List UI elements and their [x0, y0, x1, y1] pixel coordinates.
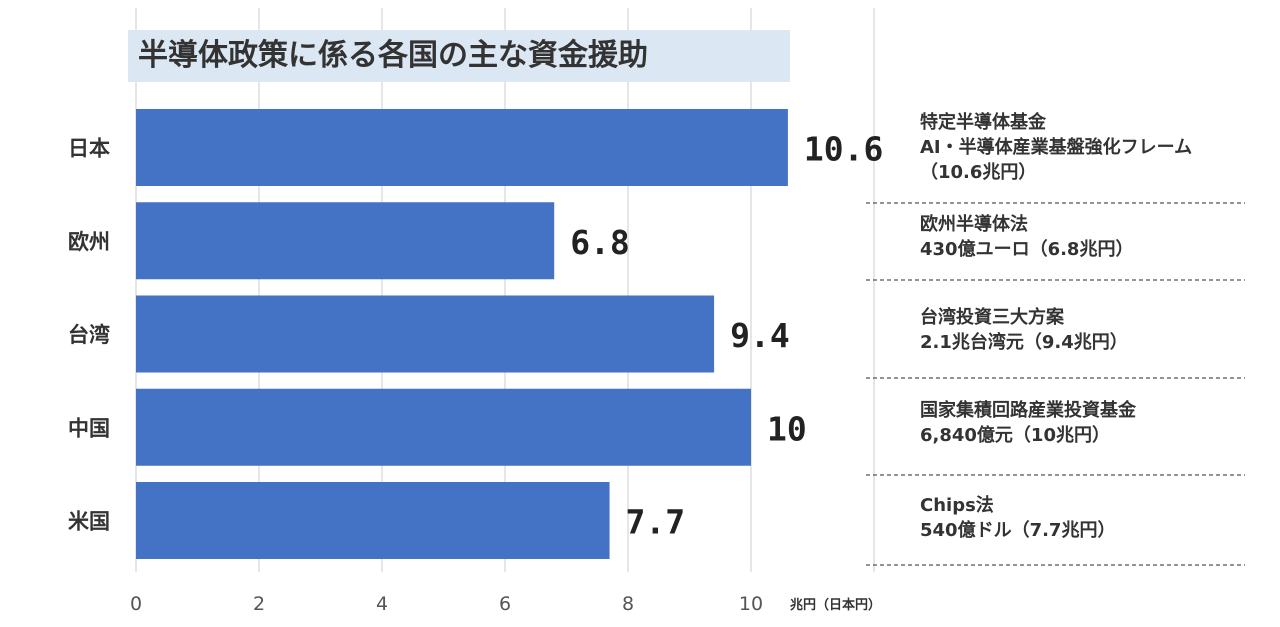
policy-description-line: 430億ユーロ（6.8兆円）: [920, 239, 1134, 260]
policy-description-line: 特定半導体基金: [920, 112, 1046, 133]
category-label: 欧州: [68, 230, 110, 254]
data-label: 10: [767, 409, 807, 448]
policy-description-line: AI・半導体産業基盤強化フレーム: [920, 137, 1193, 158]
bar: [136, 388, 751, 466]
bar: [136, 482, 610, 559]
category-label: 日本: [68, 137, 110, 161]
policy-description: 国家集積回路産業投資基金 6,840億元（10兆円）: [920, 398, 1136, 448]
x-tick-label: 10: [739, 593, 763, 615]
policy-description-line: 欧州半導体法: [920, 214, 1028, 235]
policy-description: 欧州半導体法 430億ユーロ（6.8兆円）: [920, 212, 1133, 262]
category-label: 台湾: [68, 323, 110, 347]
x-tick-label: 6: [499, 593, 511, 615]
policy-description-line: Chips法: [920, 495, 994, 516]
data-label: 10.6: [804, 130, 883, 169]
policy-description-line: 台湾投資三大方案: [920, 307, 1064, 328]
category-label: 米国: [68, 510, 110, 534]
chart-title: 半導体政策に係る各国の主な資金援助: [138, 38, 648, 73]
x-tick-label: 4: [376, 593, 388, 615]
category-label: 中国: [68, 416, 110, 440]
policy-description: Chips法 540億ドル（7.7兆円）: [920, 493, 1115, 543]
x-axis-label: 兆円（日本円）: [790, 597, 881, 613]
policy-description: 台湾投資三大方案 2.1兆台湾元（9.4兆円）: [920, 305, 1128, 355]
policy-description: 特定半導体基金 AI・半導体産業基盤強化フレーム （10.6兆円）: [920, 110, 1192, 185]
chart-title-background: [128, 30, 790, 82]
x-tick-label: 8: [622, 593, 634, 615]
bar: [136, 202, 555, 280]
data-label: 9.4: [730, 316, 790, 355]
x-tick-label: 0: [130, 593, 142, 615]
policy-description-line: 2.1兆台湾元（9.4兆円）: [920, 332, 1128, 353]
policy-description-line: 6,840億元（10兆円）: [920, 425, 1110, 446]
policy-description-line: 540億ドル（7.7兆円）: [920, 520, 1116, 541]
x-tick-label: 2: [253, 593, 265, 615]
data-label: 6.8: [570, 223, 630, 262]
bar: [136, 109, 788, 186]
policy-description-line: 国家集積回路産業投資基金: [920, 400, 1136, 421]
data-label: 7.7: [626, 503, 686, 542]
bar: [136, 295, 715, 373]
policy-description-line: （10.6兆円）: [920, 162, 1037, 183]
